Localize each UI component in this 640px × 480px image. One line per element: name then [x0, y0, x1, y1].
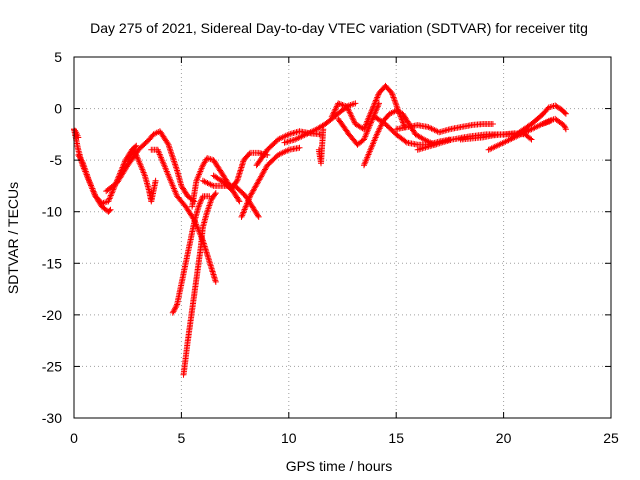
marker-path [238, 144, 303, 220]
x-tick-label: 15 [388, 430, 404, 446]
y-tick-label: -30 [42, 410, 62, 426]
x-tick-label: 20 [496, 430, 512, 446]
chart-title: Day 275 of 2021, Sidereal Day-to-day VTE… [90, 20, 588, 36]
marker-path [361, 107, 438, 169]
plot-frame [73, 56, 612, 419]
marker-path [180, 190, 219, 378]
y-tick-label: 0 [54, 101, 62, 117]
marker-path [124, 146, 159, 205]
marker-path [393, 121, 496, 136]
series-arc-25 [539, 115, 569, 133]
marker-path [169, 193, 213, 316]
x-tick-label: 25 [603, 430, 619, 446]
y-tick-labels: -30 -25 -20 -15 -10 -5 0 5 [42, 49, 62, 426]
data-points [71, 82, 569, 378]
marker-path [539, 115, 569, 133]
y-axis-label: SDTVAR / TECUs [5, 182, 21, 294]
axis-ticks [73, 56, 612, 419]
series-arc-09 [189, 155, 243, 210]
marker-path [335, 100, 382, 148]
y-tick-label: -25 [42, 358, 62, 374]
x-axis-label: GPS time / hours [286, 458, 393, 474]
series-arc-18 [361, 107, 438, 169]
y-tick-label: -20 [42, 307, 62, 323]
series-arc-15 [315, 126, 327, 167]
y-tick-label: -15 [42, 255, 62, 271]
series-arc-07 [169, 193, 213, 316]
x-tick-labels: 0 5 10 15 20 25 [70, 430, 619, 446]
series-arc-17 [335, 100, 382, 148]
series-arc-12 [238, 144, 303, 220]
marker-path [315, 126, 327, 167]
marker-path [189, 155, 243, 210]
y-tick-label: -5 [50, 152, 63, 168]
series-arc-24 [507, 102, 569, 143]
series-arc-20 [393, 121, 496, 136]
x-tick-label: 5 [178, 430, 186, 446]
marker-path [507, 102, 569, 143]
x-tick-label: 10 [281, 430, 297, 446]
x-tick-label: 0 [70, 430, 78, 446]
marker-path [210, 149, 271, 192]
series-arc-11 [210, 149, 271, 192]
series-arc-05 [124, 146, 159, 205]
marker-path [103, 128, 198, 205]
series-arc-04 [103, 128, 198, 205]
y-tick-label: -10 [42, 204, 62, 220]
series-arc-08 [180, 190, 219, 378]
y-tick-label: 5 [54, 49, 62, 65]
